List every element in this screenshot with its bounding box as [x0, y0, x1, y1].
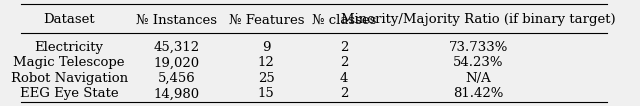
Text: 2: 2 [340, 56, 348, 69]
Text: 12: 12 [258, 56, 275, 69]
Text: № Instances: № Instances [136, 13, 217, 26]
Text: 14,980: 14,980 [154, 87, 200, 100]
Text: N/A: N/A [465, 72, 492, 85]
Text: Minority/Majority Ratio (if binary target): Minority/Majority Ratio (if binary targe… [341, 13, 616, 26]
Text: № classes: № classes [312, 13, 376, 26]
Text: 19,020: 19,020 [154, 56, 200, 69]
Text: 5,456: 5,456 [158, 72, 196, 85]
Text: EEG Eye State: EEG Eye State [20, 87, 118, 100]
Text: 25: 25 [258, 72, 275, 85]
Text: 2: 2 [340, 41, 348, 54]
Text: Dataset: Dataset [44, 13, 95, 26]
Text: 45,312: 45,312 [154, 41, 200, 54]
Text: 15: 15 [258, 87, 275, 100]
Text: 9: 9 [262, 41, 271, 54]
Text: Magic Telescope: Magic Telescope [13, 56, 125, 69]
Text: 4: 4 [340, 72, 348, 85]
Text: 73.733%: 73.733% [449, 41, 508, 54]
Text: 81.42%: 81.42% [453, 87, 504, 100]
Text: 54.23%: 54.23% [453, 56, 504, 69]
Text: Robot Navigation: Robot Navigation [10, 72, 127, 85]
Text: № Features: № Features [228, 13, 304, 26]
Text: Electricity: Electricity [35, 41, 104, 54]
Text: 2: 2 [340, 87, 348, 100]
